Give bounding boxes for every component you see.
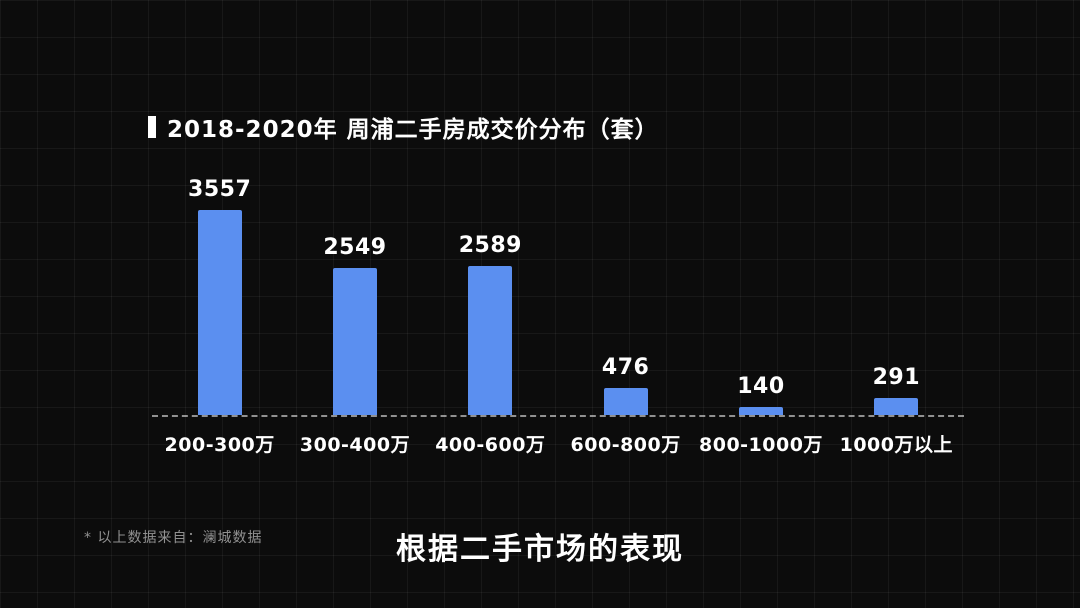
bar-column: 2549 (287, 235, 422, 415)
bar-column: 3557 (152, 177, 287, 415)
bar (197, 210, 242, 415)
category-label: 600-800万 (570, 434, 681, 456)
bar-value-label: 3557 (188, 177, 252, 202)
bar-area: 3557 2549 2589 476 140 291 (152, 170, 964, 415)
category-axis: 200-300万 300-400万 400-600万 600-800万 800-1000… (152, 430, 964, 457)
bar (738, 407, 783, 415)
bar-column: 140 (693, 374, 828, 415)
bar-value-label: 291 (872, 365, 921, 390)
bar-value-label: 2549 (323, 235, 387, 260)
subtitle-caption: 根据二手市场的表现 (396, 532, 684, 567)
bar (468, 266, 513, 415)
data-source-footnote: * 以上数据来自：澜城数据 (84, 530, 263, 546)
chart-title: 2018-2020年 周浦二手房成交价分布（套） (148, 110, 659, 144)
category-label: 1000万以上 (839, 434, 953, 456)
bar (332, 268, 377, 415)
bar-column: 2589 (423, 233, 558, 415)
bar-value-label: 476 (601, 355, 650, 380)
category-label: 400-600万 (435, 434, 546, 456)
bar (874, 398, 919, 415)
title-marker-icon (148, 116, 156, 138)
bar (603, 388, 648, 415)
bar-column: 291 (829, 365, 964, 415)
bar-column: 476 (558, 355, 693, 415)
bar-chart: 3557 2549 2589 476 140 291 200-300万 300-400万 40… (152, 170, 964, 457)
category-label: 800-1000万 (699, 434, 823, 456)
category-label: 300-400万 (299, 434, 411, 456)
bar-value-label: 140 (737, 374, 785, 399)
bar-value-label: 2589 (458, 233, 522, 258)
chart-title-text: 2018-2020年 周浦二手房成交价分布（套） (167, 117, 659, 143)
category-label: 200-300万 (164, 434, 275, 456)
chart-baseline (152, 415, 964, 417)
